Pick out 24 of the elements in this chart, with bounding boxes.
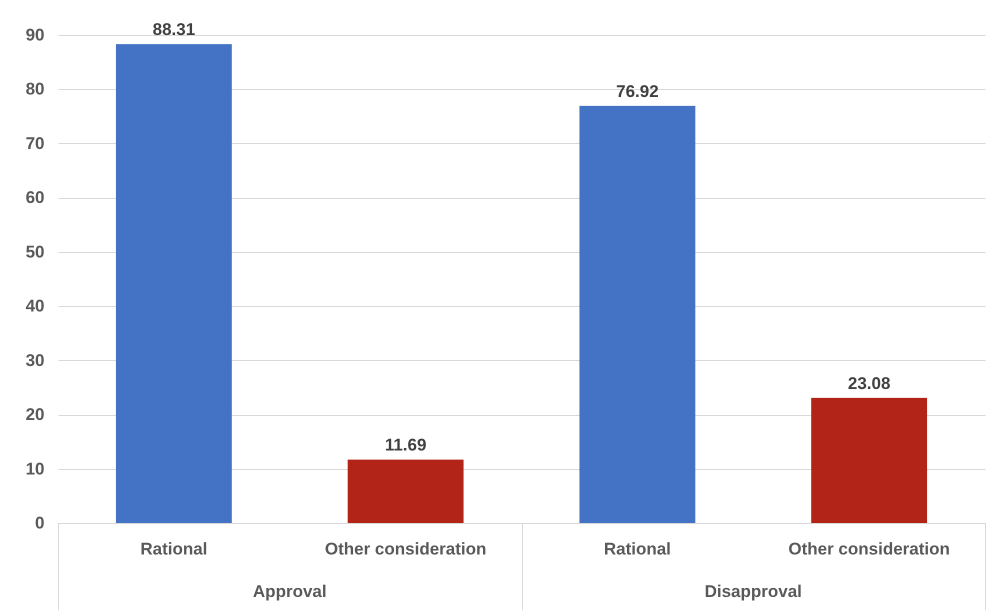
y-tick-label: 0: [35, 514, 44, 532]
y-tick-label: 90: [26, 26, 44, 44]
x-tick-label: Other consideration: [324, 540, 486, 558]
data-label: 11.69: [384, 436, 426, 455]
y-tick-label: 70: [26, 134, 44, 153]
x-tick-label: Other consideration: [788, 540, 950, 558]
bar: [811, 398, 928, 523]
data-label: 76.92: [616, 82, 659, 101]
y-tick-label: 60: [26, 188, 44, 208]
y-tick-label: 20: [26, 405, 44, 424]
y-tick-label: 10: [26, 459, 44, 478]
data-label: 23.08: [848, 374, 890, 393]
bar: [116, 44, 232, 523]
x-tick-label: Rational: [140, 540, 208, 558]
y-tick-label: 50: [26, 242, 44, 262]
text: Disapproval: [704, 582, 802, 602]
y-tick-label: 80: [26, 80, 44, 99]
bar: [579, 106, 696, 523]
y-tick-label: 40: [26, 296, 44, 316]
text: Approval: [252, 582, 327, 602]
y-tick-label: 30: [26, 350, 44, 370]
x-tick-label: Rational: [604, 540, 671, 558]
bar: [348, 460, 464, 523]
data-label: 88.31: [152, 20, 196, 40]
